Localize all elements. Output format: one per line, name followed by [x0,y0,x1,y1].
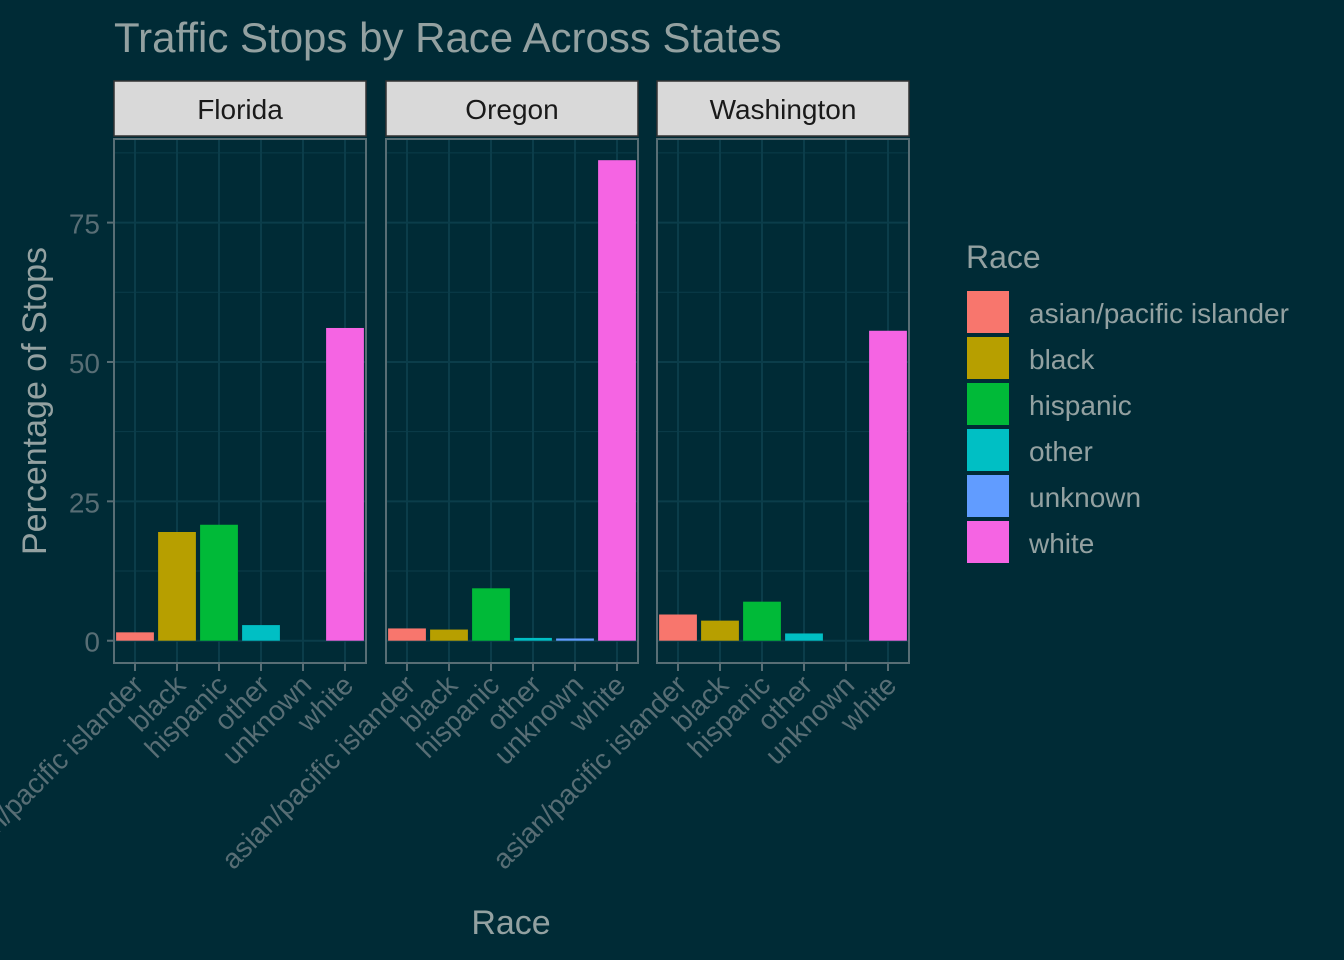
y-tick-label: 25 [69,487,100,518]
bar-other [242,625,280,641]
bar-other [514,637,552,641]
legend-key [967,337,1009,379]
y-axis-label: Percentage of Stops [16,247,54,555]
legend: Race asian/pacific islander black hispanic… [966,239,1289,563]
bar-hispanic [472,588,510,641]
bar-black [158,532,196,641]
bar-white [598,160,636,641]
panel-border [385,138,639,664]
legend-label: white [1028,528,1094,559]
chart-title: Traffic Stops by Race Across States [114,14,782,61]
legend-key [967,475,1009,517]
bar-white [869,330,907,641]
panel-border [656,138,910,664]
bar-asian-pacific-islander [388,628,426,641]
facet-strip-label: Oregon [465,94,558,125]
y-tick-label: 0 [84,627,100,658]
legend-label: unknown [1029,482,1141,513]
bar-other [785,633,823,641]
legend-label: black [1029,344,1095,375]
y-tick-label: 50 [69,348,100,379]
facet-strip [385,80,639,137]
bar-unknown [556,638,594,641]
y-axis: 0 25 50 75 [69,209,114,658]
bar-hispanic [743,601,781,641]
facet-strip-label: Washington [710,94,857,125]
legend-label: asian/pacific islander [1029,298,1289,329]
bar-hispanic [200,524,238,641]
y-tick-label: 75 [69,209,100,240]
legend-key [967,521,1009,563]
legend-label: hispanic [1029,390,1132,421]
bar-white [326,327,364,641]
bar-asian-pacific-islander [659,614,697,641]
bar-asian-pacific-islander [116,632,154,641]
legend-label: other [1029,436,1093,467]
legend-key [967,383,1009,425]
x-axis-label: Race [471,904,550,942]
bar-black [430,629,468,641]
facet-strip-label: Florida [197,94,283,125]
facet-strip [113,80,367,137]
bar-black [701,620,739,641]
legend-key [967,429,1009,471]
panel-border [113,138,367,664]
legend-title: Race [966,239,1041,275]
legend-key [967,291,1009,333]
facet-strip [656,80,910,137]
